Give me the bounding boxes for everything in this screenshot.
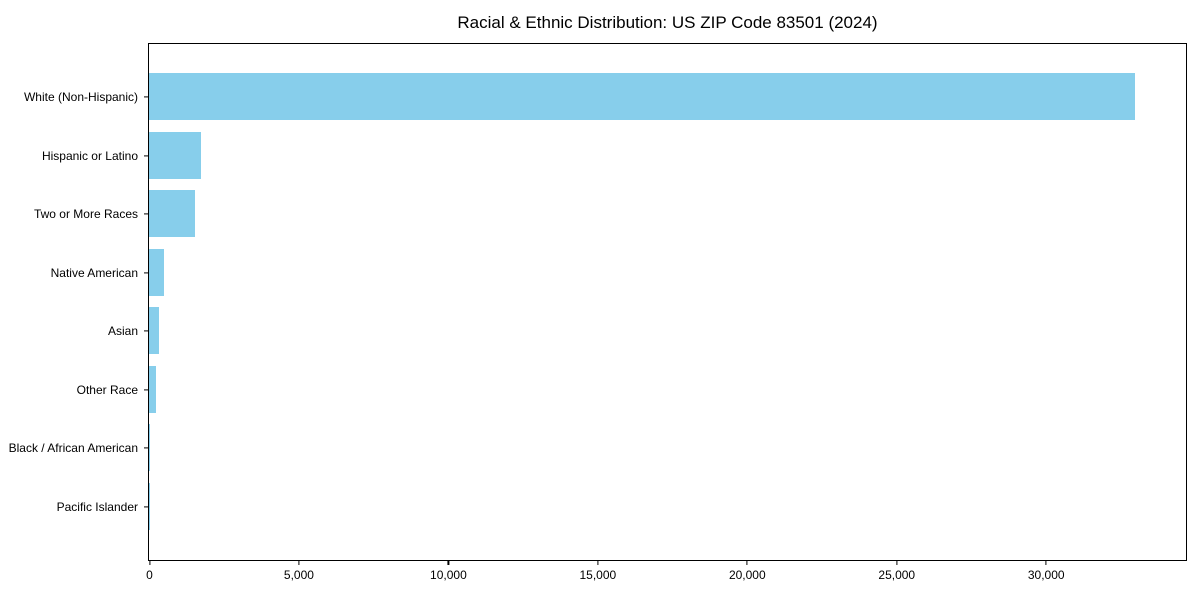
x-tick-mark <box>298 561 300 565</box>
y-tick-label: Two or More Races <box>33 207 138 222</box>
x-tick-label: 15,000 <box>579 568 617 582</box>
x-tick-mark <box>447 561 449 565</box>
bar-native-american <box>149 248 164 296</box>
y-tick-label: Other Race <box>76 382 138 397</box>
y-tick-mark <box>144 506 148 508</box>
x-tick-mark <box>148 561 151 565</box>
x-tick-label: 25,000 <box>878 568 916 582</box>
x-tick-label: 10,000 <box>430 568 467 582</box>
x-tick-mark <box>896 561 898 565</box>
bar-white-non-hispanic <box>149 73 1136 121</box>
y-tick-mark <box>144 96 148 98</box>
y-tick-mark <box>144 330 148 332</box>
y-tick-label: White (Non-Hispanic) <box>23 90 138 105</box>
bar-asian <box>149 307 160 355</box>
y-tick-mark <box>144 213 148 215</box>
bar-hispanic-or-latino <box>149 131 201 179</box>
x-tick-label: 0 <box>146 568 153 582</box>
bar-other-race <box>149 365 157 413</box>
y-tick-label: Hispanic or Latino <box>41 148 138 163</box>
x-tick-mark <box>597 561 599 565</box>
y-tick-label: Native American <box>50 265 138 280</box>
bar-two-or-more-races <box>149 190 196 238</box>
y-tick-label: Black / African American <box>8 441 138 456</box>
x-tick-label: 20,000 <box>728 568 766 582</box>
chart-title: Racial & Ethnic Distribution: US ZIP Cod… <box>457 13 878 32</box>
y-tick-mark <box>144 272 148 274</box>
x-tick-label: 30,000 <box>1027 568 1065 582</box>
plot-area <box>148 43 1187 561</box>
y-tick-mark <box>144 155 148 157</box>
x-tick-mark <box>1045 561 1047 565</box>
bar-pacific-islander <box>149 482 150 530</box>
x-tick-label: 5,000 <box>283 568 314 582</box>
x-tick-mark <box>746 561 748 565</box>
y-tick-mark <box>144 447 148 449</box>
y-tick-label: Pacific Islander <box>56 499 138 514</box>
y-tick-mark <box>144 389 148 391</box>
y-tick-label: Asian <box>107 324 138 339</box>
bar-black-african-american <box>149 424 151 472</box>
